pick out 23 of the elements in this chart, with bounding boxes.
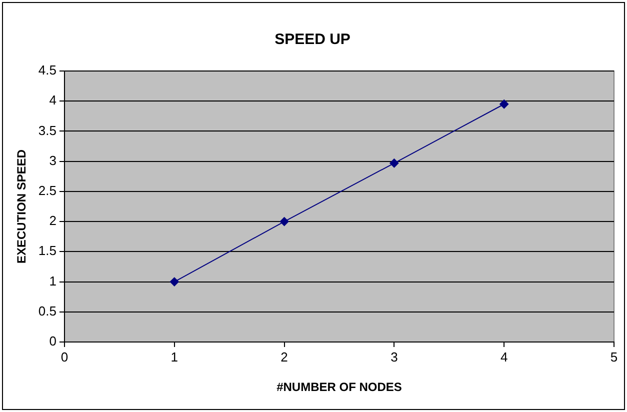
point (170, 277, 179, 286)
y-tick-label: 3 (49, 152, 56, 168)
y-tick-label: 2 (49, 213, 56, 228)
y-tick-label: 4.5 (38, 62, 56, 78)
x-tick-label: 5 (610, 349, 618, 364)
y-tick-label: 0.5 (38, 303, 56, 318)
x-tick-label: 1 (170, 349, 178, 364)
y-axis-title: EXECUTION SPEED (14, 149, 29, 264)
x-tick-label: 0 (60, 349, 68, 364)
chart-title: SPEED UP (274, 31, 350, 48)
x-axis-title: #NUMBER OF NODES (276, 380, 402, 394)
x-tick-label: 2 (280, 349, 288, 364)
y-tick-label: 3.5 (38, 122, 56, 138)
point (390, 158, 399, 168)
y-tick-label: 1.5 (38, 243, 56, 258)
point (280, 217, 289, 226)
y-tick-label: 2.5 (38, 183, 56, 198)
x-tick-label: 3 (390, 349, 398, 364)
point (500, 100, 509, 109)
y-tick-label: 1 (49, 273, 56, 288)
y-tick-label: 4 (49, 92, 56, 108)
x-tick-label: 4 (500, 349, 508, 364)
y-tick-label: 0 (49, 334, 56, 349)
